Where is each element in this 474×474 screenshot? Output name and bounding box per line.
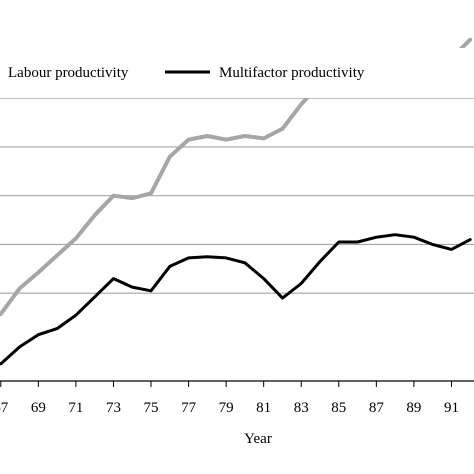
legend-label-multifactor-productivity: Multifactor productivity (219, 65, 365, 81)
x-tick-label-71: 71 (68, 400, 83, 416)
x-axis-title: Year (244, 431, 272, 447)
x-tick-label-85: 85 (331, 400, 346, 416)
legend-label-labour-productivity: Labour productivity (8, 65, 129, 81)
x-tick-label-77: 77 (181, 400, 197, 416)
x-tick-label-75: 75 (144, 400, 159, 416)
x-tick-label-81: 81 (256, 400, 271, 416)
x-tick-label-67: 67 (0, 400, 9, 416)
x-tick-label-83: 83 (294, 400, 309, 416)
series-line-multifactor-productivity (0, 233, 472, 366)
x-axis: 67 69 71 73 75 77 79 81 83 85 87 89 91 (0, 380, 474, 416)
x-tick-label-87: 87 (369, 400, 385, 416)
x-tick-label-73: 73 (106, 400, 121, 416)
x-tick-label-89: 89 (406, 400, 421, 416)
legend: Labour productivity Multifactor producti… (0, 48, 474, 98)
x-tick-label-79: 79 (219, 400, 234, 416)
x-tick-label-91: 91 (444, 400, 459, 416)
legend-background (0, 48, 474, 98)
x-tick-label-69: 69 (31, 400, 46, 416)
